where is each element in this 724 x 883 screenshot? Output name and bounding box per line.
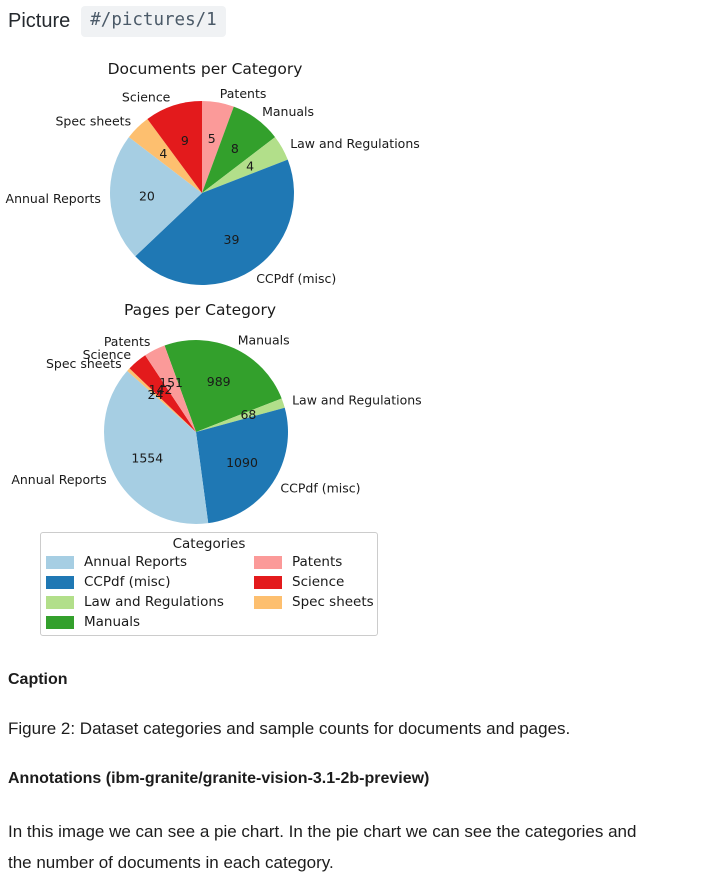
page-title: Picture: [8, 9, 71, 32]
pie-value-label: 989: [207, 374, 231, 389]
pie-value-label: 1554: [131, 450, 163, 465]
pie-chart-1: 989 Manuals 68 Law and Regulations 1090 CCPdf…: [11, 301, 422, 524]
pie-value-label: 5: [208, 131, 216, 146]
figure: 5 Patents 8 Manuals 4 Law and Regulations 39 CC…: [0, 40, 724, 650]
header: Picture #/pictures/1: [8, 6, 226, 37]
legend-item: Law and Regulations: [46, 592, 224, 612]
pie-slice: [128, 118, 202, 193]
pie-slice: [164, 340, 282, 432]
legend-swatch: [254, 555, 282, 569]
caption-text: Figure 2: Dataset categories and sample …: [8, 719, 571, 738]
pie-slice: [135, 159, 294, 285]
legend-label: Law and Regulations: [84, 594, 224, 610]
legend-swatch: [46, 575, 74, 589]
pie-slice: [202, 101, 234, 193]
pie-title: Pages per Category: [124, 301, 276, 319]
pie-category-label: Manuals: [238, 332, 290, 347]
legend-label: Manuals: [84, 614, 141, 630]
pie-category-label: Annual Reports: [6, 191, 101, 206]
pie-category-label: Spec sheets: [55, 113, 131, 128]
pie-title: Documents per Category: [108, 60, 303, 78]
legend-item: Manuals: [46, 612, 224, 632]
legend-label: Spec sheets: [292, 594, 374, 610]
legend-item: Science: [254, 572, 374, 592]
pie-slice: [127, 368, 196, 432]
legend-title: Categories: [172, 536, 246, 552]
pie-slice: [129, 355, 196, 432]
legend-label: CCPdf (misc): [84, 574, 171, 590]
pie-value-label: 4: [246, 159, 254, 174]
legend-swatch: [254, 575, 282, 589]
annotation-line: In this image we can see a pie chart. In…: [8, 822, 637, 841]
pie-value-label: 39: [224, 232, 240, 247]
pie-category-label: Patents: [220, 86, 267, 101]
legend-item: Spec sheets: [254, 592, 374, 612]
legend-column-right: Patents Science Spec sheets: [254, 552, 374, 612]
legend-swatch: [46, 615, 74, 629]
legend-swatch: [46, 555, 74, 569]
legend-item: Annual Reports: [46, 552, 224, 572]
annotation-line: the number of documents in each category…: [8, 853, 334, 872]
pie-value-label: 4: [159, 146, 167, 161]
pie-category-label: Science: [83, 347, 132, 362]
pie-slice: [196, 398, 285, 432]
pie-category-label: Science: [122, 89, 171, 104]
pie-slice: [104, 370, 209, 524]
pie-value-label: 8: [231, 141, 239, 156]
pie-charts-figure: 5 Patents 8 Manuals 4 Law and Regulations 39 CC…: [6, 60, 422, 524]
pie-category-label: Law and Regulations: [290, 136, 420, 151]
legend-item: Patents: [254, 552, 374, 572]
pie-category-label: CCPdf (misc): [280, 480, 360, 495]
pie-slice: [110, 137, 202, 257]
legend-column-left: Annual Reports CCPdf (misc) Law and Regula…: [46, 552, 224, 632]
legend-item: CCPdf (misc): [46, 572, 224, 592]
legend: Categories Annual Reports CCPdf (misc) Law…: [40, 532, 378, 636]
legend-label: Science: [292, 574, 345, 590]
pie-category-label: CCPdf (misc): [256, 271, 336, 286]
legend-label: Patents: [292, 554, 343, 570]
pie-category-label: Annual Reports: [11, 472, 106, 487]
pie-value-label: 20: [139, 188, 155, 203]
pie-category-label: Patents: [104, 334, 151, 349]
pie-slice: [202, 137, 288, 193]
pie-category-label: Law and Regulations: [292, 393, 422, 408]
pie-value-label: 142: [149, 382, 173, 397]
pie-category-label: Spec sheets: [46, 356, 122, 371]
pie-chart-0: 5 Patents 8 Manuals 4 Law and Regulations 39 CC…: [6, 60, 420, 286]
pie-value-label: 151: [159, 375, 183, 390]
legend-swatch: [46, 595, 74, 609]
pie-slice: [196, 407, 288, 524]
pie-slice: [202, 106, 276, 193]
pie-category-label: Manuals: [262, 104, 314, 119]
pie-value-label: 1090: [226, 455, 258, 470]
annotations-heading: Annotations (ibm-granite/granite-vision-…: [8, 770, 430, 787]
pie-value-label: 68: [240, 407, 256, 422]
pie-slice: [145, 345, 196, 432]
pie-value-label: 9: [181, 133, 189, 148]
picture-path-chip: #/pictures/1: [81, 6, 226, 37]
annotation-text: In this image we can see a pie chart. In…: [8, 816, 636, 878]
legend-swatch: [254, 595, 282, 609]
caption-heading: Caption: [8, 671, 68, 688]
legend-label: Annual Reports: [84, 554, 188, 570]
pie-slice: [147, 101, 202, 193]
pie-value-label: 24: [147, 387, 163, 402]
